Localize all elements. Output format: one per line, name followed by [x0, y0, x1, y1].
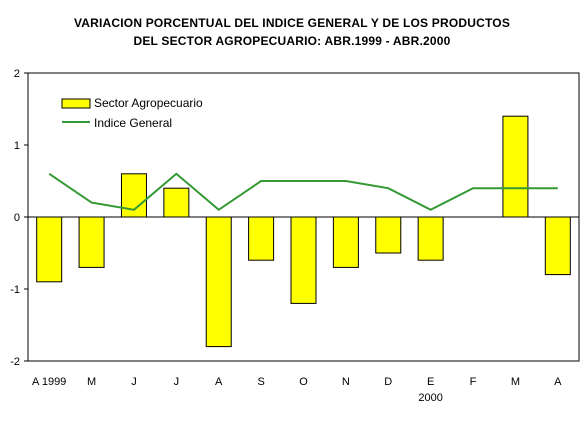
line-series: [48, 172, 558, 212]
y-tick-label: 2: [14, 68, 20, 80]
y-tick-label: -2: [10, 356, 20, 368]
x-tick-label: J: [131, 376, 137, 388]
chart-title-line-2: DEL SECTOR AGROPECUARIO: ABR.1999 - ABR.…: [133, 34, 451, 48]
x-tick-label: A: [554, 376, 562, 388]
bar: [78, 216, 105, 268]
bar: [544, 216, 571, 276]
bar-series: [36, 115, 571, 348]
x-tick-label: A 1999: [32, 376, 66, 388]
bar: [375, 216, 402, 254]
y-tick-label: 0: [14, 212, 20, 224]
x-axis: A 1999 M J J A S O N D E F M A 2000: [32, 376, 562, 404]
chart-title-line-1: VARIACION PORCENTUAL DEL INDICE GENERAL …: [73, 16, 511, 30]
x-tick-label: M: [87, 376, 96, 388]
y-tick-label: -1: [10, 284, 20, 296]
x-tick-label: F: [470, 376, 477, 388]
x-tick-label: A: [215, 376, 223, 388]
bar: [248, 216, 275, 261]
bar: [205, 216, 232, 348]
x-tick-label: O: [299, 376, 308, 388]
bar: [502, 115, 529, 218]
bar: [163, 187, 190, 218]
x-tick-label: S: [257, 376, 264, 388]
indice-general-line: [48, 172, 558, 212]
legend-swatch-bar: [61, 98, 91, 109]
bar: [332, 216, 359, 268]
x-year-label: 2000: [418, 392, 442, 404]
bar: [417, 216, 444, 261]
bar: [36, 216, 63, 283]
legend-label-bar: Sector Agropecuario: [94, 96, 203, 110]
x-tick-label: D: [384, 376, 392, 388]
x-tick-label: J: [174, 376, 180, 388]
x-tick-label: E: [427, 376, 434, 388]
legend-label-line: Indice General: [94, 116, 172, 130]
legend: Sector Agropecuario Indice General: [61, 96, 203, 130]
bar: [290, 216, 317, 304]
y-axis: 2 1 0 -1 -2: [10, 68, 28, 368]
y-tick-label: 1: [14, 140, 20, 152]
chart-title: VARIACION PORCENTUAL DEL INDICE GENERAL …: [0, 14, 584, 50]
x-tick-label: M: [511, 376, 520, 388]
x-tick-label: N: [342, 376, 350, 388]
